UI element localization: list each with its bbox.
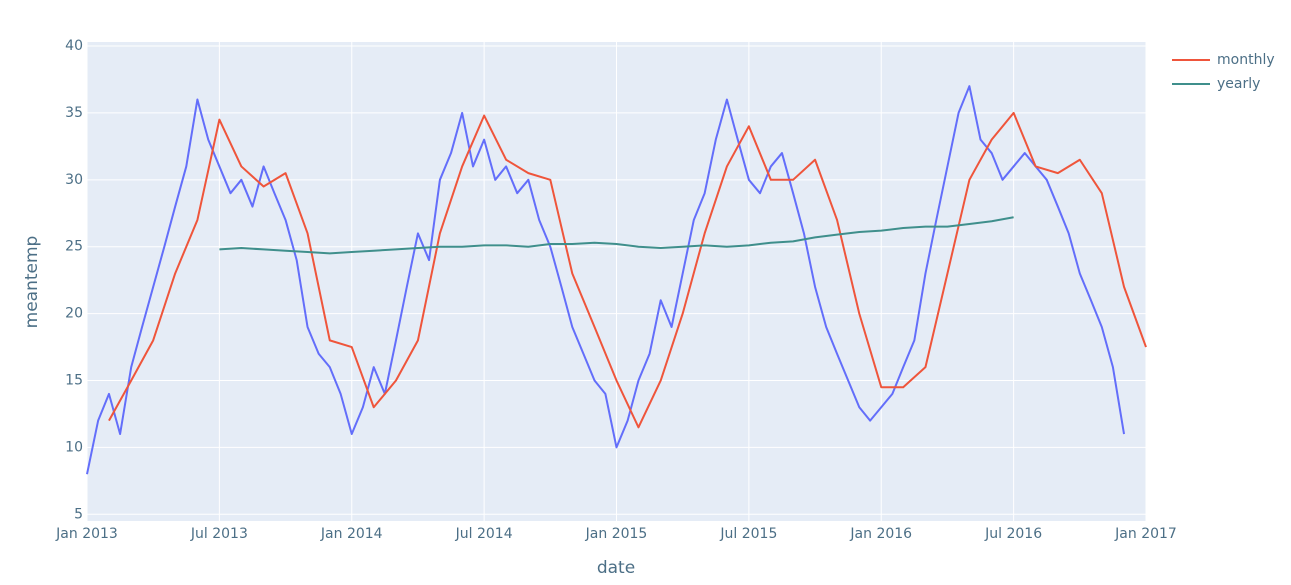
x-tick-label: Jan 2013 (55, 526, 118, 542)
series-line (108, 111, 1147, 429)
x-tick-label: Jul 2016 (984, 526, 1042, 542)
y-tick-label: 5 (74, 506, 83, 522)
y-axis-label: meantemp (22, 236, 42, 329)
series-line (219, 216, 1014, 255)
x-tick-label: Jan 2014 (320, 526, 383, 542)
y-tick-label: 20 (65, 306, 83, 322)
x-tick-label: Jul 2013 (190, 526, 248, 542)
y-tick-label: 25 (65, 239, 83, 255)
legend-label: yearly (1217, 76, 1260, 92)
x-tick-label: Jul 2015 (719, 526, 777, 542)
y-tick-label: 15 (65, 373, 83, 389)
x-tick-label: Jan 2015 (585, 526, 648, 542)
x-tick-label: Jan 2016 (849, 526, 912, 542)
series-line (86, 85, 1126, 475)
x-tick-label: Jan 2017 (1114, 526, 1177, 542)
x-tick-label: Jul 2014 (455, 526, 513, 542)
x-axis-label: date (597, 558, 635, 578)
y-tick-label: 40 (65, 38, 83, 54)
legend-label: monthly (1217, 52, 1275, 68)
y-tick-label: 35 (65, 105, 83, 121)
y-tick-label: 10 (65, 439, 83, 455)
y-tick-label: 30 (65, 172, 83, 188)
